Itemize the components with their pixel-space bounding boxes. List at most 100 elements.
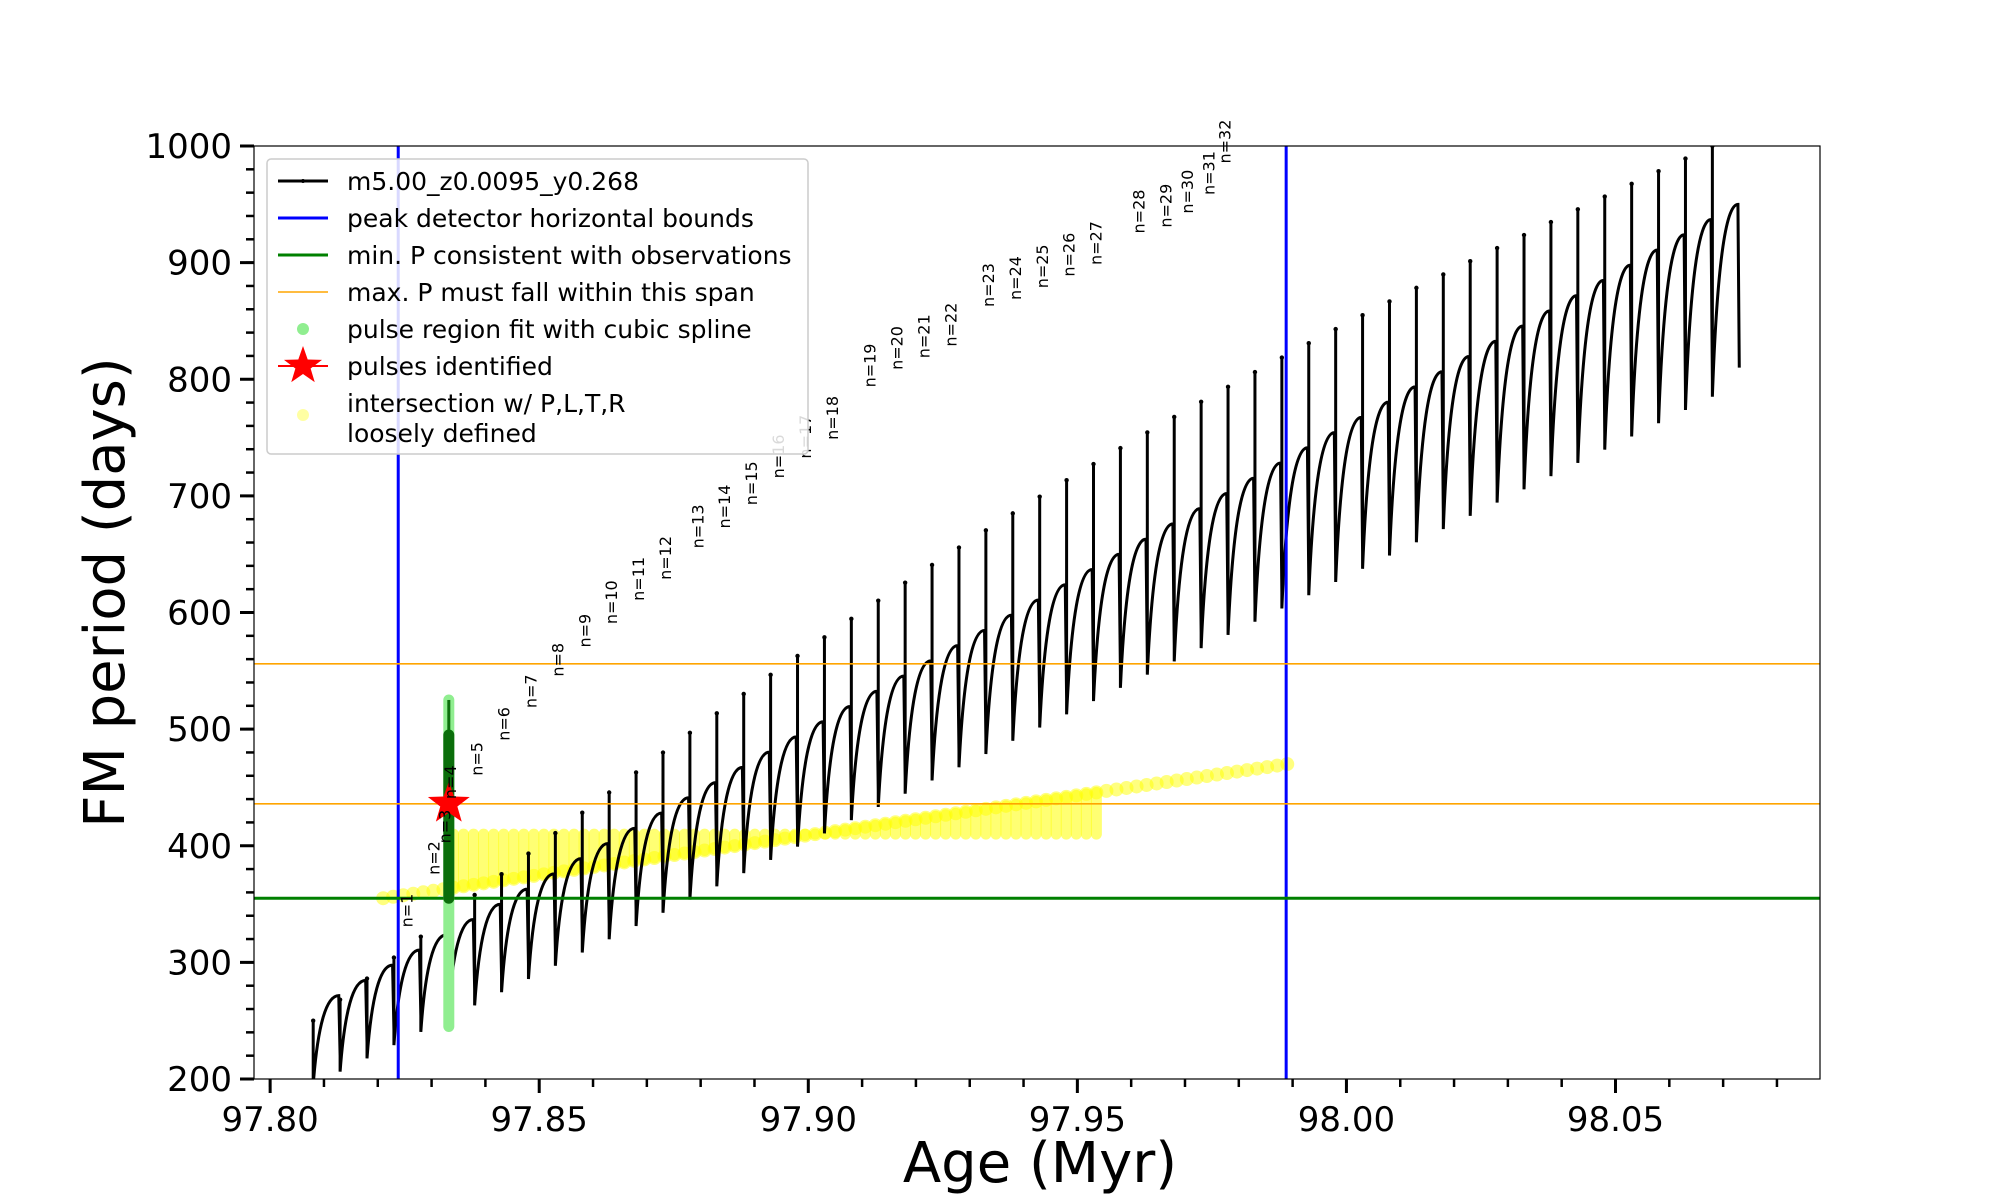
pulse-label: n=29 (1157, 184, 1176, 228)
pulse-label: n=5 (468, 742, 487, 776)
y-tick-label: 800 (167, 360, 232, 400)
x-tick-label: 97.80 (221, 1100, 318, 1140)
pulse-label: n=25 (1033, 244, 1052, 288)
x-tick-label: 97.90 (760, 1100, 857, 1140)
y-tick-label: 500 (167, 710, 232, 750)
series-peak-point (1441, 272, 1446, 277)
series-peak-point (1548, 219, 1554, 225)
x-axis-title: Age (Myr) (903, 1131, 1177, 1196)
y-tick-label: 700 (167, 477, 232, 517)
series-peak-point (983, 528, 989, 533)
series-peak-point (1198, 399, 1204, 404)
x-tick-label: 97.85 (491, 1100, 588, 1140)
y-tick-label: 600 (167, 594, 232, 634)
pulse-label: n=19 (861, 344, 880, 388)
axes: 97.80 97.85 97.90 97.95 98.00 98.05 200 300 400 5… (73, 127, 1821, 1196)
pulse-label: n=26 (1060, 233, 1079, 277)
pulse-labels: n=1 n=2n=3 n=4 n=5 n=6 n=7 n=8 n=9 n=10 n=11 n=12 n… (398, 120, 1235, 928)
series-peak-point (1091, 461, 1096, 467)
pulse-label: n=28 (1130, 190, 1149, 234)
series-peak-point (1521, 232, 1527, 238)
legend-label: intersection w/ P,L,T,R (347, 389, 626, 418)
legend-label: min. P consistent with observations (347, 241, 792, 270)
series-peak-point (660, 750, 666, 755)
series-peak-point (310, 1018, 316, 1023)
pulse-label: n=27 (1087, 221, 1106, 265)
x-tick-label: 97.95 (1029, 1100, 1126, 1140)
series-peak-point (526, 851, 531, 856)
series-peak-point (337, 997, 343, 1002)
series-peak-point (1360, 312, 1365, 318)
legend-label: pulses identified (347, 352, 553, 381)
pulse-label: n=31 (1200, 151, 1219, 195)
series-peak-point (956, 545, 962, 550)
series-peak-point (553, 830, 558, 836)
series-peak-point (472, 892, 477, 898)
y-tick-label: 1000 (145, 127, 232, 167)
series-peak-point (741, 691, 746, 697)
pulse-label: n=8 (548, 643, 567, 677)
series-peak-point (499, 872, 504, 877)
pulse-label: n=9 (575, 614, 594, 648)
pulse-label: n=18 (823, 396, 842, 440)
pulse-label: n=6 (495, 707, 514, 741)
spline-region (427, 694, 470, 1033)
y-axis-title: FM period (days) (73, 357, 138, 827)
legend-swatch-dot (301, 179, 305, 183)
series-peak-point (849, 616, 854, 622)
series-peak-point (364, 976, 370, 981)
pulse-label: n=12 (656, 536, 675, 580)
series-line (311, 146, 1741, 1079)
pulse-identified-star (427, 781, 470, 822)
series-peak-point (1414, 285, 1419, 291)
pulse-label: n=21 (914, 314, 933, 358)
series-peak-point (1145, 430, 1150, 435)
intersection-points (376, 757, 1295, 906)
legend-box (266, 158, 809, 455)
legend-swatch-star (283, 346, 323, 383)
series-peak-point (795, 653, 800, 659)
pulse-label: n=2 (425, 841, 444, 875)
series-peak-point (606, 790, 612, 795)
series-peak-point (714, 711, 720, 716)
series-peak-point (1683, 156, 1688, 161)
pulse-label: n=30 (1178, 170, 1197, 214)
legend-swatch-dot (297, 409, 309, 421)
pulse-label: n=32 (1216, 120, 1235, 164)
series-peak-point (1656, 169, 1661, 174)
series-peak-point (876, 598, 881, 603)
reference-lines (254, 146, 1820, 1079)
series-peak-point (1118, 445, 1123, 451)
series-peak-point (1010, 511, 1015, 516)
pulse-label: n=1 (398, 894, 417, 928)
pulse-label: n=22 (941, 303, 960, 347)
pulse-label: n=4 (441, 765, 460, 799)
y-tick-label: 300 (167, 943, 232, 983)
pulse-label: n=23 (979, 263, 998, 307)
x-tick-label: 98.00 (1298, 1100, 1395, 1140)
legend-label-line2: loosely defined (347, 419, 537, 448)
series-peak-point (1333, 326, 1338, 332)
pulse-label: n=10 (602, 580, 621, 624)
pulse-label: n=3 (435, 810, 454, 844)
y-tick-label: 900 (167, 244, 232, 284)
series-peak-point (822, 635, 827, 640)
series-peak-point (1575, 207, 1581, 212)
legend-label: peak detector horizontal bounds (347, 204, 754, 233)
legend-label: max. P must fall within this span (347, 278, 755, 307)
pulse-label: n=20 (887, 326, 906, 370)
y-tick-label: 400 (167, 827, 232, 867)
series-peak-point (929, 562, 935, 568)
series-peak-point (1494, 245, 1500, 251)
pulse-label: n=14 (715, 485, 734, 529)
series-peak-point (580, 810, 585, 815)
series-peak-point (1064, 478, 1069, 483)
series-peak-point (1279, 355, 1285, 360)
series-peak-point (902, 580, 908, 585)
pulse-label: n=15 (742, 461, 761, 505)
series-peak-point (633, 770, 639, 775)
series-peak-point (1252, 369, 1258, 375)
legend-label: pulse region fit with cubic spline (347, 315, 752, 344)
pulse-label: n=13 (688, 504, 707, 548)
legend-swatch-dot (297, 323, 309, 335)
